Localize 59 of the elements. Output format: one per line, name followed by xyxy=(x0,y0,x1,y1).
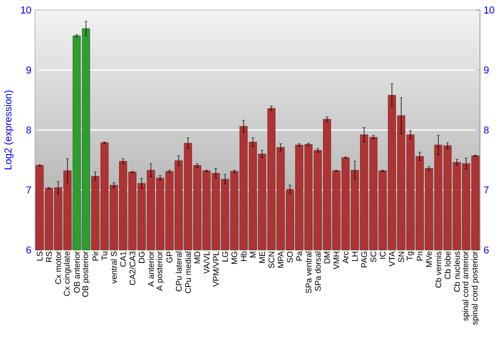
x-tick-label: SC xyxy=(370,251,376,262)
x-tick-label: Pa xyxy=(296,251,302,261)
x-tick-label: MG xyxy=(231,252,238,264)
x-tick-label: OB posterior xyxy=(82,251,90,297)
y2-tick-label: 7 xyxy=(484,186,489,194)
x-tick-label: M xyxy=(250,252,256,258)
x-tick-label: Hb xyxy=(240,252,247,261)
x-tick-label: spinal cord posterior xyxy=(472,251,480,325)
x-tick-label: Cb lobe xyxy=(444,252,451,280)
x-tick-label: RS xyxy=(46,252,52,262)
x-tick-label: Pn xyxy=(416,252,423,261)
x-tick-label: SPa ventral xyxy=(305,252,312,294)
x-tick-label: VTA xyxy=(389,251,395,266)
x-tick-label: ME xyxy=(259,252,265,263)
x-tick-label: LG xyxy=(222,252,228,262)
y-tick-label: 9 xyxy=(26,66,32,74)
x-tick-label: MPA xyxy=(278,251,284,268)
y-tick-label: 8 xyxy=(26,126,32,134)
x-tick-label: MD xyxy=(194,252,200,264)
x-tick-label: CPu lateral xyxy=(176,252,182,292)
x-tick-label: Tu xyxy=(102,252,108,260)
x-tick-label: Pir xyxy=(92,251,98,261)
x-tick-label: LH xyxy=(352,252,358,261)
y-tick-label: 10 xyxy=(21,6,32,14)
y2-tick-label: 8 xyxy=(484,126,489,134)
x-tick-label: OB anterior xyxy=(74,251,80,293)
x-tick-label: CA2/CA3 xyxy=(129,252,136,285)
x-tick-label: Tg xyxy=(406,252,414,261)
x-tick-label: VMH xyxy=(333,252,340,270)
x-tick-label: VA/VL xyxy=(204,251,210,274)
y-tick-label: 7 xyxy=(26,186,31,194)
x-tick-label: GP xyxy=(166,252,172,263)
x-tick-label: Cb vermis xyxy=(435,251,442,288)
x-tick-label: PAG xyxy=(361,252,368,268)
y2-tick-label: 9 xyxy=(484,66,489,74)
x-tick-label: IC xyxy=(380,251,386,259)
y-axis-title: Log2 (expression) xyxy=(4,90,14,170)
x-tick-label: LS xyxy=(36,252,43,261)
x-tick-label: SCN xyxy=(268,252,274,268)
x-tick-label: A anterior xyxy=(148,251,154,287)
y2-tick-label: 6 xyxy=(484,246,489,254)
x-tick-label: SN xyxy=(398,252,404,262)
x-tick-label: ventral S xyxy=(110,252,117,284)
x-tick-label: Arc xyxy=(342,251,348,264)
x-tick-label: Cb nucleus xyxy=(454,251,460,292)
x-tick-label: DG xyxy=(138,252,145,263)
x-tick-label: SO xyxy=(287,252,293,263)
x-tick-label: CPu medial xyxy=(184,252,191,294)
x-tick-label: CA1 xyxy=(120,252,126,267)
x-tick-label: VPM/VPL xyxy=(212,251,219,287)
x-tick-label: Cx motor xyxy=(55,251,62,284)
x-tick-label: spinal cord anterior xyxy=(462,251,470,321)
x-tick-label: Cx cingulate xyxy=(64,252,72,296)
x-tick-label: SPa dorsal xyxy=(314,252,321,291)
x-tick-label: A posterior xyxy=(156,251,164,291)
y-tick-label: 6 xyxy=(26,246,32,254)
x-tick-label: MVe xyxy=(426,252,432,267)
y2-tick-label: 10 xyxy=(484,6,494,14)
x-tick-label: DM xyxy=(324,252,330,264)
